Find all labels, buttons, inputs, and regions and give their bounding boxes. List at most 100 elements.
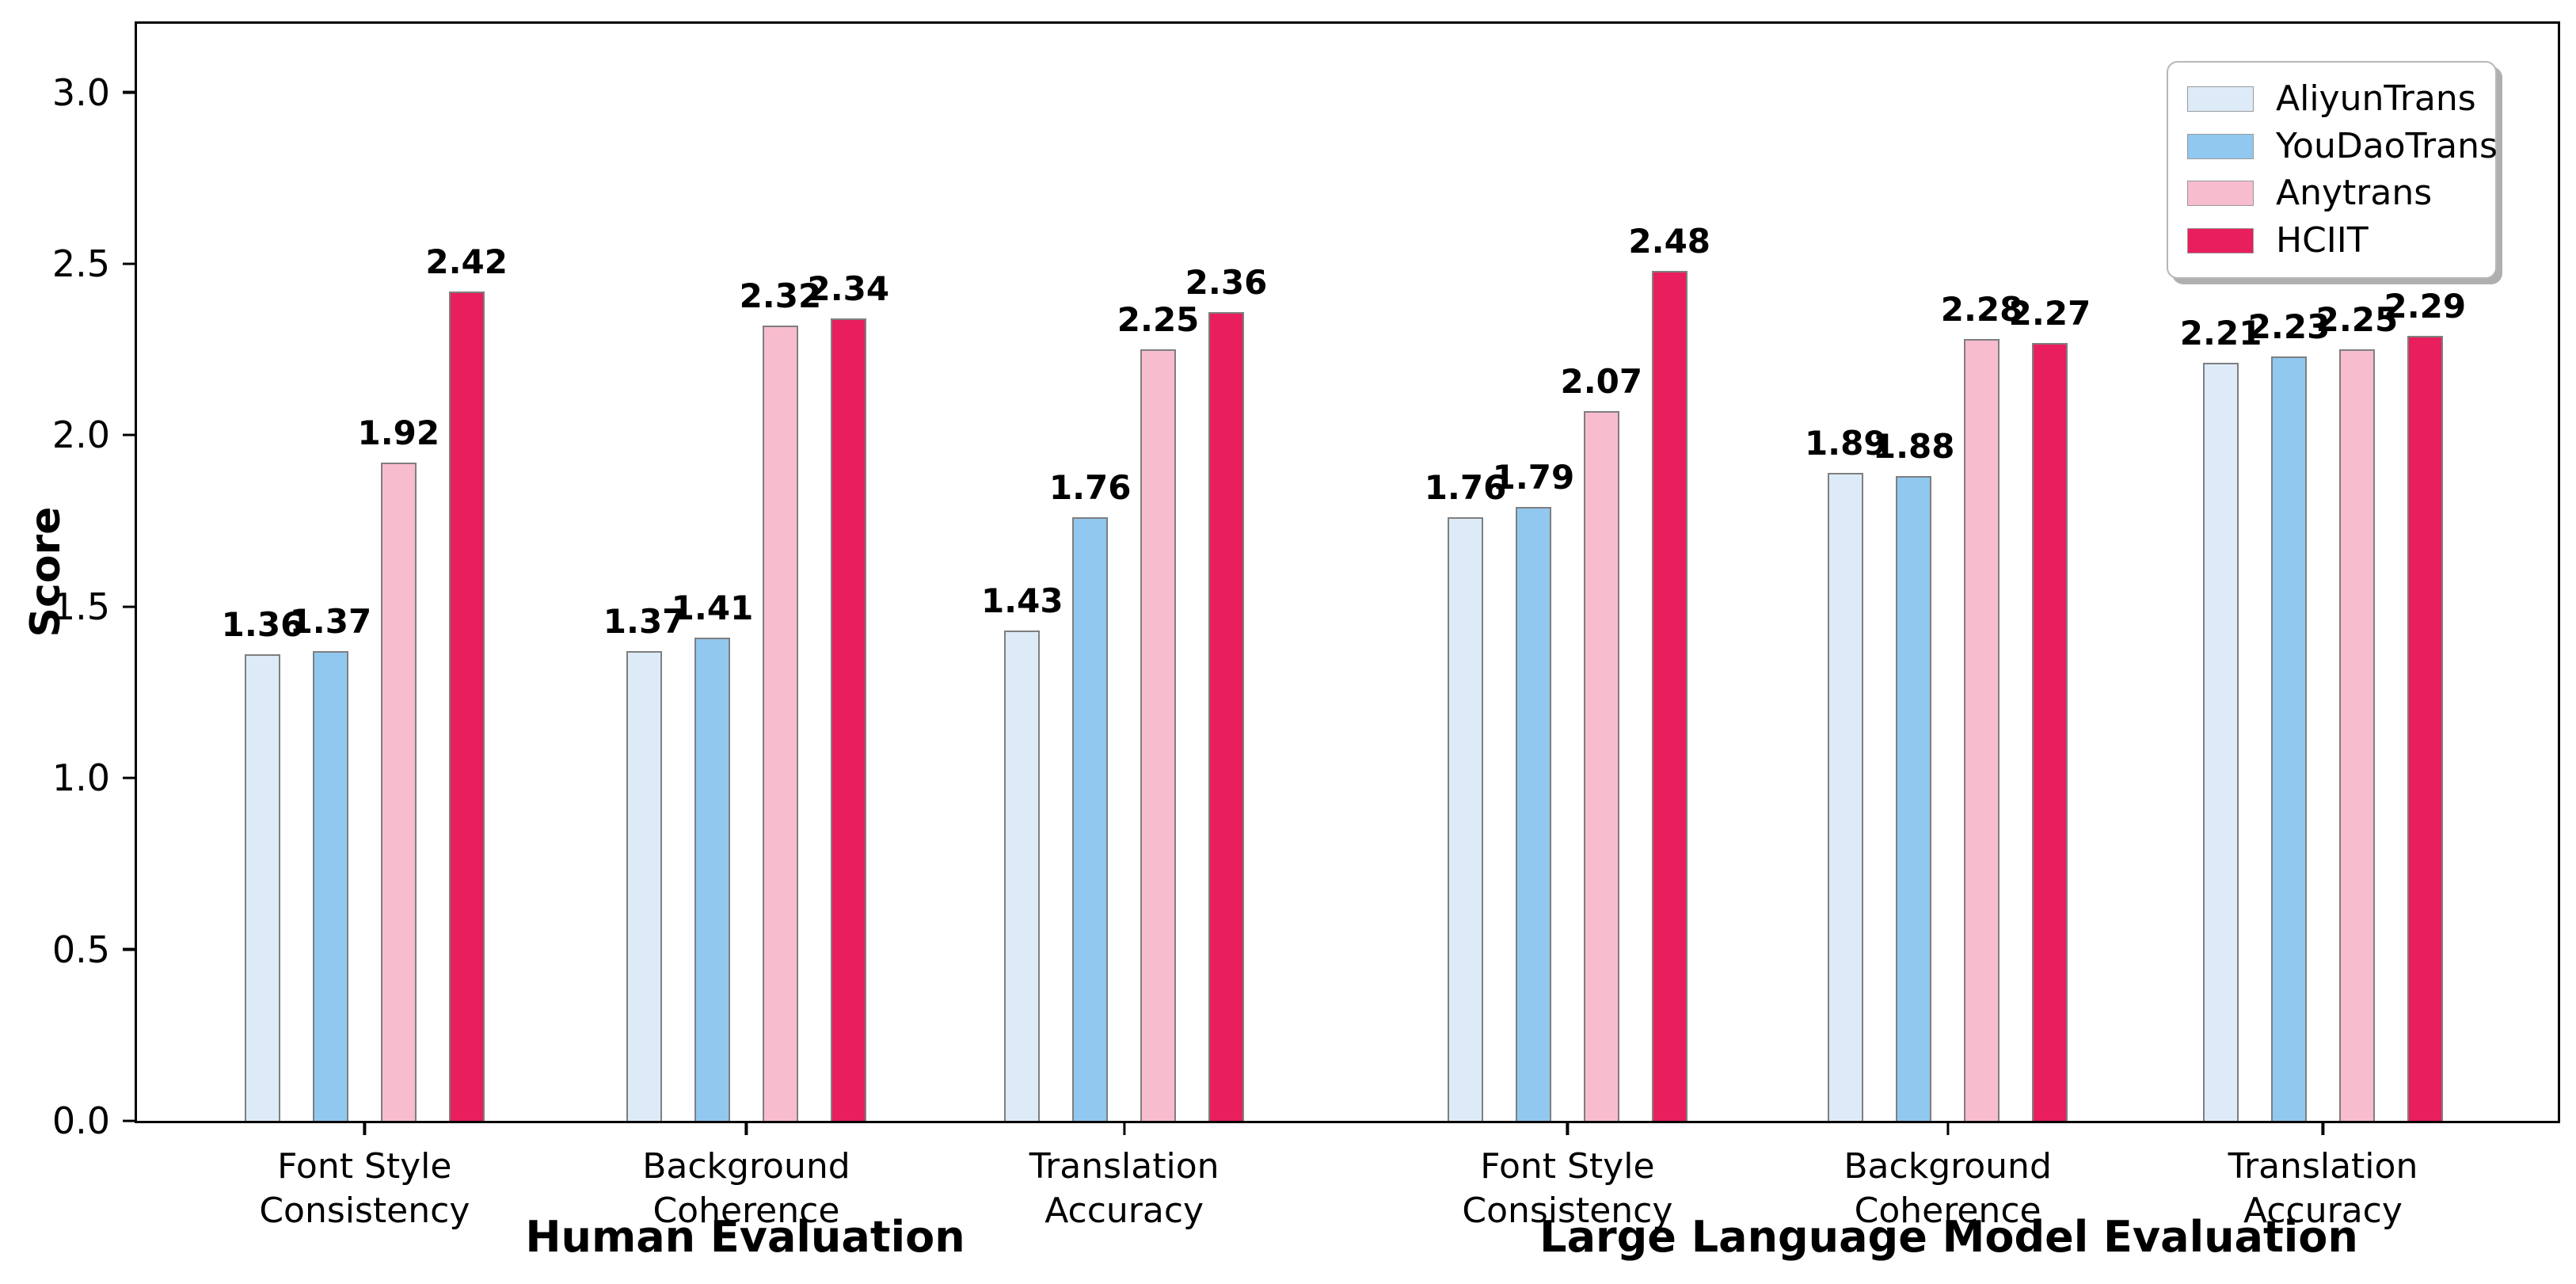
bar-value-label: 2.29 bbox=[2384, 286, 2467, 326]
x-tick-mark bbox=[2321, 1121, 2325, 1135]
bar-value-label: 1.89 bbox=[1804, 423, 1887, 463]
bar bbox=[1896, 476, 1932, 1121]
bar bbox=[830, 318, 866, 1121]
y-tick-label: 2.5 bbox=[51, 242, 110, 285]
x-tick-mark bbox=[1123, 1121, 1126, 1135]
bar-value-label: 1.79 bbox=[1492, 458, 1575, 497]
y-tick-label: 3.0 bbox=[51, 70, 110, 114]
bar-value-label: 1.37 bbox=[289, 602, 372, 642]
section-title-human-evaluation: Human Evaluation bbox=[525, 1212, 965, 1262]
y-tick-label: 1.5 bbox=[51, 585, 110, 628]
bar-value-label: 2.27 bbox=[2008, 293, 2091, 333]
legend-swatch-hciit bbox=[2187, 228, 2254, 254]
bar-value-label: 2.32 bbox=[739, 276, 822, 315]
x-category-label: Font Style Consistency bbox=[259, 1145, 470, 1234]
bar bbox=[1004, 631, 1041, 1121]
x-category-label-line: Consistency bbox=[259, 1191, 470, 1232]
legend-item-anytrans: Anytrans bbox=[2187, 176, 2476, 211]
bar bbox=[2338, 349, 2375, 1121]
y-tick-mark bbox=[123, 605, 137, 608]
bar bbox=[245, 654, 280, 1121]
bar bbox=[448, 291, 485, 1121]
bar bbox=[694, 637, 730, 1121]
x-category-label-line: Font Style bbox=[277, 1146, 452, 1187]
bar-value-label: 1.92 bbox=[357, 413, 440, 452]
legend-item-aliyuntrans: AliyunTrans bbox=[2187, 78, 2476, 119]
x-category-label: Background Coherence bbox=[642, 1145, 850, 1234]
bar-value-label: 2.25 bbox=[1117, 300, 1200, 340]
legend-label: YouDaoTrans bbox=[2276, 125, 2498, 166]
x-category-label-line: Translation bbox=[2228, 1146, 2418, 1187]
bar-value-label: 1.43 bbox=[980, 581, 1064, 621]
bar bbox=[1651, 270, 1688, 1121]
x-tick-mark bbox=[1566, 1121, 1569, 1135]
bar bbox=[1448, 517, 1483, 1121]
legend-item-youdaotrans: YouDaoTrans bbox=[2187, 128, 2498, 164]
bar-value-label: 2.23 bbox=[2247, 307, 2331, 346]
y-tick-mark bbox=[123, 948, 137, 951]
bar-value-label: 1.37 bbox=[603, 602, 686, 642]
bar bbox=[626, 651, 663, 1121]
bar-value-label: 2.42 bbox=[425, 242, 508, 281]
bar-value-label: 2.28 bbox=[1940, 290, 2023, 330]
x-category-label-line: Accuracy bbox=[1044, 1191, 1204, 1232]
y-tick-label: 0.0 bbox=[51, 1099, 110, 1142]
legend-item-hciit: HCIIT bbox=[2187, 223, 2476, 258]
bar-value-label: 2.21 bbox=[2179, 314, 2262, 353]
legend-swatch-aliyuntrans bbox=[2187, 86, 2254, 112]
x-category-label-line: Font Style bbox=[1480, 1146, 1655, 1187]
bar-value-label: 2.34 bbox=[807, 269, 890, 309]
legend-label: Anytrans bbox=[2276, 173, 2433, 214]
bar bbox=[1964, 339, 2000, 1121]
bar-value-label: 2.07 bbox=[1560, 362, 1643, 402]
bar bbox=[1208, 311, 1244, 1121]
bar bbox=[2203, 363, 2239, 1121]
y-tick-mark bbox=[123, 776, 137, 779]
x-category-label: Translation Accuracy bbox=[2228, 1145, 2418, 1234]
bar bbox=[312, 651, 348, 1121]
x-category-label-line: Accuracy bbox=[2243, 1191, 2403, 1232]
bar bbox=[2407, 335, 2443, 1121]
bar bbox=[2271, 356, 2307, 1121]
legend-label: AliyunTrans bbox=[2276, 78, 2476, 119]
legend-swatch-youdaotrans bbox=[2187, 133, 2254, 159]
x-tick-mark bbox=[363, 1121, 366, 1135]
bar-value-label: 1.36 bbox=[221, 605, 304, 645]
y-tick-mark bbox=[123, 262, 137, 265]
x-tick-mark bbox=[1946, 1121, 1950, 1135]
x-category-label-line: Consistency bbox=[1462, 1191, 1673, 1232]
legend-swatch-anytrans bbox=[2187, 181, 2254, 207]
y-tick-mark bbox=[123, 1119, 137, 1122]
bar bbox=[2032, 342, 2068, 1121]
legend: AliyunTrans YouDaoTrans Anytrans HCIIT bbox=[2167, 61, 2498, 279]
bar bbox=[1140, 349, 1177, 1121]
y-tick-label: 2.0 bbox=[51, 413, 110, 457]
bar bbox=[1515, 507, 1551, 1121]
section-title-llm-evaluation: Large Language Model Evaluation bbox=[1539, 1212, 2358, 1262]
x-category-label-line: Coherence bbox=[653, 1191, 840, 1232]
bar bbox=[1583, 411, 1619, 1121]
bar-value-label: 1.76 bbox=[1424, 468, 1507, 508]
bar bbox=[380, 463, 417, 1121]
bar-value-label: 2.36 bbox=[1185, 262, 1268, 302]
x-category-label: Background Coherence bbox=[1844, 1145, 2052, 1234]
plot-area: 0.0 0.5 1.0 1.5 2.0 2.5 3.0 1.36 1.37 1.92 2.42 Fon… bbox=[52, 21, 2560, 1231]
x-category-label: Translation Accuracy bbox=[1029, 1145, 1220, 1234]
bar-value-label: 2.48 bbox=[1628, 221, 1711, 261]
bar bbox=[1072, 517, 1109, 1121]
x-category-label-line: Coherence bbox=[1854, 1191, 2041, 1232]
legend-label: HCIIT bbox=[2276, 220, 2369, 261]
x-category-label: Font Style Consistency bbox=[1462, 1145, 1672, 1234]
bar-value-label: 1.88 bbox=[1872, 427, 1955, 467]
bar-value-label: 2.25 bbox=[2315, 300, 2399, 340]
y-tick-label: 0.5 bbox=[51, 928, 110, 971]
bar-value-label: 1.41 bbox=[671, 588, 754, 627]
bar bbox=[762, 325, 798, 1121]
x-category-label-line: Translation bbox=[1029, 1146, 1220, 1187]
bar bbox=[1828, 472, 1864, 1121]
x-category-label-line: Background bbox=[642, 1146, 850, 1187]
x-tick-mark bbox=[744, 1121, 748, 1135]
bar-value-label: 1.76 bbox=[1048, 468, 1132, 508]
y-tick-mark bbox=[123, 433, 137, 436]
